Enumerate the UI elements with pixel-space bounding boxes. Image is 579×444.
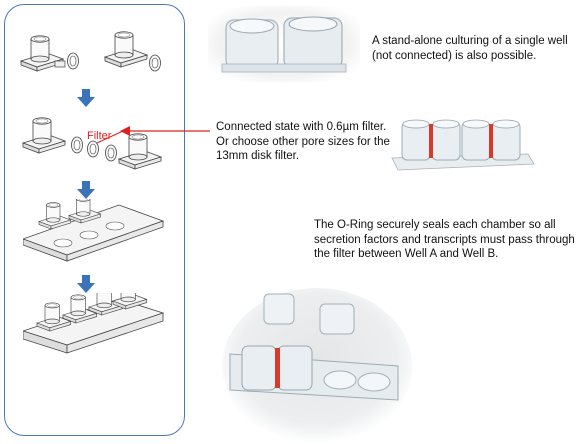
tray-assembly-illustration [23,199,165,262]
connected-wells-photo [388,104,538,176]
separate-wells-illustration [20,31,161,72]
standalone-caption: A stand-alone culturing of a single well… [372,35,568,62]
o-ring [275,348,280,388]
down-arrow-icon [77,275,95,293]
ring-b [149,54,161,72]
oring-caption: The O-Ring securely seals each chamber s… [314,219,575,260]
ring-a [67,52,79,70]
o-ring-right [489,124,493,158]
filter-pointer-arrow-icon [120,126,210,136]
filter-label: Filter [87,130,112,142]
connected-caption: Connected state with 0.6µm filter. Or ch… [216,121,390,162]
filter-exploded-illustration [22,117,162,170]
o-ring-left [429,124,433,158]
standalone-wells-photo [208,6,360,82]
down-arrow-icon [77,181,95,199]
assembled-device-photo [222,288,412,444]
connector-piece [54,60,66,68]
well-unit-b [104,31,148,68]
completed-assembly-illustration [23,293,165,354]
assembly-steps-panel: Filter [4,4,185,436]
